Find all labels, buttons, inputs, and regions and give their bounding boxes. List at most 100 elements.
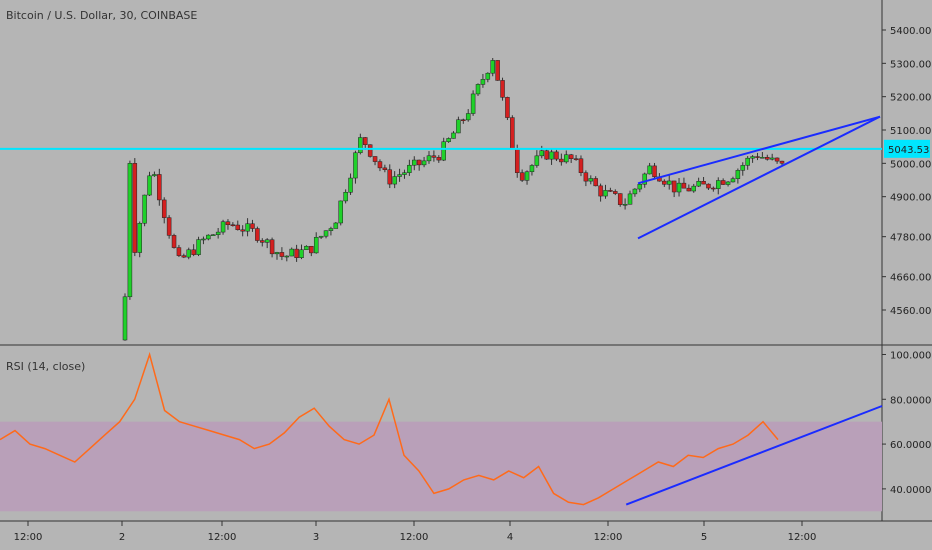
candle-up [304,245,309,251]
candle-up [760,156,765,159]
time-tick-label: 12:00 [788,532,817,543]
time-tick-label: 4 [507,532,513,543]
candle-down [132,163,138,253]
candle-down [613,191,618,194]
candle-up [137,222,142,253]
candle-down [514,148,520,173]
candle-up [318,235,324,238]
price-tick-label: 5100.00 [890,126,931,137]
candle-up [470,93,476,114]
candle-down [608,190,613,192]
candle-down [544,150,549,160]
candle-down [279,252,285,257]
candle-up [549,151,554,160]
candle-down [235,224,241,231]
rsi-group [0,351,883,506]
rsi-trendline [625,405,883,506]
candle-up [152,174,157,177]
candle-down [598,185,603,197]
price-tick-label: 4660.00 [890,273,931,284]
candle-up [264,239,270,243]
candle-up [147,175,152,196]
candle-down [181,255,187,258]
candle-down [161,199,167,218]
candle-up [456,119,461,134]
candle-down [559,158,564,163]
rsi-tick-label: 40.0000 [890,485,931,496]
candle-up [465,113,471,121]
candle-down [269,239,275,255]
candle-down [461,119,466,121]
candle-down [191,249,196,255]
candle-down [377,161,383,169]
candle-up [564,154,569,163]
candle-down [260,240,265,243]
candle-up [745,157,750,166]
candle-up [426,155,432,162]
candle-down [230,224,236,227]
chart-title: Bitcoin / U.S. Dollar, 30, COINBASE [6,9,197,22]
candle-up [421,160,427,166]
time-tick-label: 5 [701,532,707,543]
candle-up [289,248,294,257]
candle-up [412,159,417,166]
candle-down [510,117,515,150]
candle-down [686,187,692,192]
time-tick-label: 2 [119,532,125,543]
candle-up [186,249,191,258]
overlays-group [0,115,882,240]
candle-down [250,223,255,229]
candle-up [392,176,397,185]
candle-down [505,97,510,118]
candle-up [299,249,304,258]
candle-up [333,222,339,229]
candle-up [691,185,696,192]
wedge-lower-line [637,115,881,240]
candle-up [397,174,402,177]
time-tick-label: 3 [313,532,319,543]
candle-up [220,221,226,233]
candle-up [725,181,731,185]
candle-down [671,180,677,193]
candle-down [416,159,422,166]
candle-down [755,156,760,158]
candle-up [353,152,358,179]
time-tick-label: 12:00 [208,532,237,543]
axes-group: 5400.00 5300.00 5200.00 5100.00 5000.00 4900.… [14,26,932,543]
price-tick-label: 5000.00 [890,159,931,170]
price-pane[interactable] [0,0,882,344]
candle-up [343,192,348,202]
candle-up [441,141,446,161]
candle-down [255,228,260,241]
candle-up [196,239,201,255]
candle-up [529,165,535,173]
candle-up [201,238,206,241]
candle-up [480,79,486,85]
rsi-label: RSI (14, close) [6,360,85,373]
candle-down [436,157,442,161]
candle-up [603,190,608,197]
candle-up [696,181,701,187]
candle-down [431,155,437,158]
candle-up [534,155,540,166]
candle-down [166,217,172,236]
candle-down [372,156,378,162]
candle-up [402,172,407,175]
candle-down [711,187,716,190]
candle-up [632,188,638,195]
candle-up [451,132,456,139]
wedge-upper-line [637,115,881,185]
candle-down [583,172,589,182]
candle-up [338,200,343,224]
candle-down [362,137,368,145]
price-badge[interactable] [884,139,930,158]
candle-up [206,234,211,240]
candle-down [367,144,373,157]
price-tick-label: 5200.00 [890,93,931,104]
rsi-tick-label: 100.0000 [890,350,932,361]
candle-up [524,171,530,181]
candle-down [652,165,657,178]
candle-up [627,193,633,205]
